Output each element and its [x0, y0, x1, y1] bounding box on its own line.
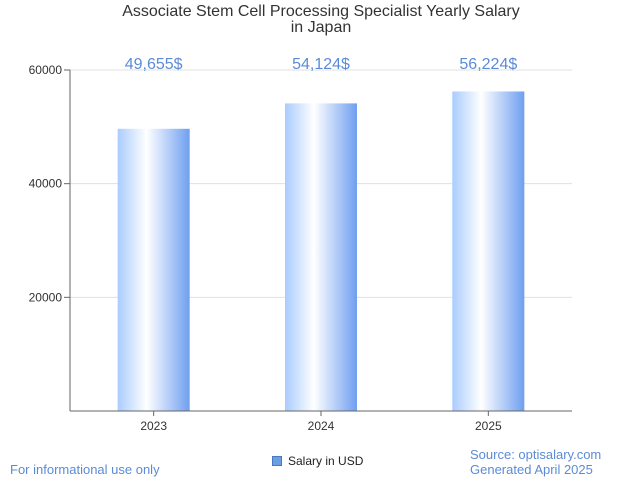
legend-label: Salary in USD [288, 454, 364, 468]
chart-title-line1: Associate Stem Cell Processing Specialis… [122, 3, 520, 20]
x-tick-label: 2025 [475, 419, 502, 433]
y-tick-label: 60000 [29, 63, 63, 77]
x-tick-label: 2024 [308, 419, 335, 433]
chart-subtitle: in Japan [290, 19, 352, 36]
bar [285, 103, 357, 411]
chart-title: Associate Stem Cell Processing Specialis… [0, 4, 642, 36]
source-link[interactable]: Source: optisalary.com [470, 447, 602, 462]
x-tick-label: 2023 [140, 419, 167, 433]
legend: Salary in USD [272, 454, 363, 468]
data-label: 49,655$ [125, 56, 183, 73]
disclaimer: For informational use only [10, 462, 160, 477]
legend-swatch [272, 456, 282, 466]
data-label: 56,224$ [459, 56, 517, 73]
y-tick-label: 40000 [29, 177, 63, 191]
source-info: Source: optisalary.com Generated April 2… [470, 447, 601, 477]
generated-date: Generated April 2025 [470, 462, 593, 477]
bar [117, 128, 190, 412]
y-tick-label: 20000 [29, 290, 63, 304]
data-label: 54,124$ [292, 56, 350, 73]
bar [452, 91, 525, 411]
